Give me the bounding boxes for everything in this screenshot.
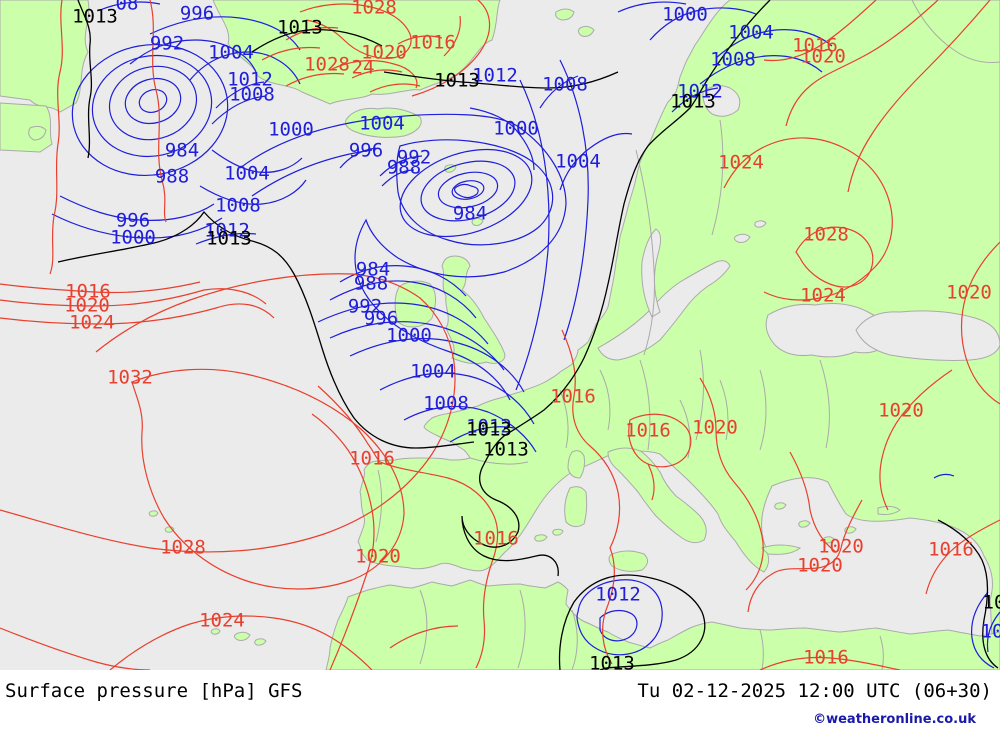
isobar-ref-layer [57,0,999,670]
land-layer [0,0,1000,670]
map-title: Surface pressure [hPa] GFS [5,680,303,702]
basemap-svg [0,0,1000,670]
isobar-low-layer [51,1,1000,669]
map-timestamp: Tu 02-12-2025 12:00 UTC (06+30) [637,680,992,702]
credit-link[interactable]: ©weatheronline.co.uk [813,712,976,727]
isobar-high-layer [0,0,1000,670]
status-bar: Surface pressure [hPa] GFS Tu 02-12-2025… [0,670,1000,733]
surface-pressure-map: 08 996 992 1004 1012 1008 1000 984 988 1004 1008 99… [0,0,1000,673]
border-layer [375,0,1000,670]
